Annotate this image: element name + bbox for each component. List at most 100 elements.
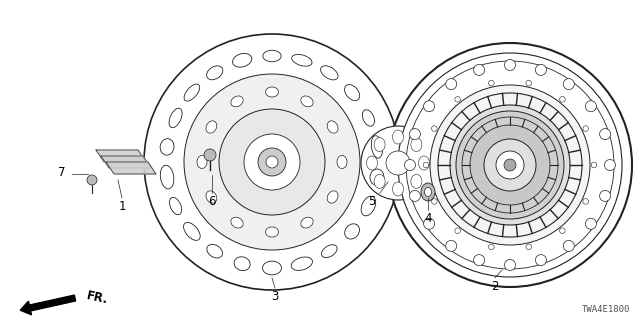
Ellipse shape xyxy=(262,261,282,275)
Ellipse shape xyxy=(207,244,223,258)
Text: 2: 2 xyxy=(492,280,499,293)
Ellipse shape xyxy=(206,191,217,203)
Ellipse shape xyxy=(398,53,622,277)
Ellipse shape xyxy=(445,79,457,90)
Ellipse shape xyxy=(301,96,313,107)
Ellipse shape xyxy=(345,224,360,239)
Ellipse shape xyxy=(184,74,360,250)
Ellipse shape xyxy=(160,165,174,189)
Ellipse shape xyxy=(421,183,435,201)
Ellipse shape xyxy=(600,190,611,201)
Polygon shape xyxy=(96,150,146,162)
Ellipse shape xyxy=(266,87,278,97)
Ellipse shape xyxy=(474,255,484,266)
Ellipse shape xyxy=(219,109,325,215)
Text: 3: 3 xyxy=(271,290,278,303)
Ellipse shape xyxy=(456,111,564,219)
Ellipse shape xyxy=(232,53,252,67)
Ellipse shape xyxy=(231,217,243,228)
Ellipse shape xyxy=(559,228,565,234)
Text: TWA4E1800: TWA4E1800 xyxy=(582,305,630,314)
Ellipse shape xyxy=(496,151,524,179)
Ellipse shape xyxy=(411,174,422,188)
Ellipse shape xyxy=(563,79,574,90)
Ellipse shape xyxy=(455,228,460,234)
Ellipse shape xyxy=(392,182,403,196)
Ellipse shape xyxy=(583,126,589,131)
Ellipse shape xyxy=(583,199,589,204)
Ellipse shape xyxy=(327,121,338,133)
Ellipse shape xyxy=(292,54,312,66)
Text: 7: 7 xyxy=(58,165,66,179)
Ellipse shape xyxy=(386,151,410,175)
Ellipse shape xyxy=(371,136,383,158)
Polygon shape xyxy=(101,156,151,168)
Ellipse shape xyxy=(266,156,278,168)
Ellipse shape xyxy=(488,80,494,86)
Ellipse shape xyxy=(455,97,460,102)
Ellipse shape xyxy=(361,126,435,200)
Ellipse shape xyxy=(374,174,385,188)
Ellipse shape xyxy=(586,218,596,229)
Ellipse shape xyxy=(362,110,374,126)
Ellipse shape xyxy=(559,97,565,102)
Ellipse shape xyxy=(536,255,547,266)
Ellipse shape xyxy=(266,227,278,237)
Ellipse shape xyxy=(431,199,437,204)
Ellipse shape xyxy=(207,66,223,80)
Ellipse shape xyxy=(404,159,415,171)
Ellipse shape xyxy=(337,156,347,169)
Ellipse shape xyxy=(484,139,536,191)
Text: 4: 4 xyxy=(424,212,432,225)
Text: FR.: FR. xyxy=(85,289,109,307)
Ellipse shape xyxy=(231,96,243,107)
Ellipse shape xyxy=(367,156,378,170)
Ellipse shape xyxy=(291,257,312,270)
Ellipse shape xyxy=(169,108,182,128)
Ellipse shape xyxy=(410,129,420,140)
Text: 6: 6 xyxy=(208,195,216,208)
Ellipse shape xyxy=(591,162,596,168)
Text: 1: 1 xyxy=(118,200,125,213)
Ellipse shape xyxy=(388,43,632,287)
Ellipse shape xyxy=(488,244,494,250)
Ellipse shape xyxy=(470,125,550,205)
FancyArrow shape xyxy=(20,295,76,315)
Ellipse shape xyxy=(526,244,531,250)
Ellipse shape xyxy=(586,101,596,112)
Ellipse shape xyxy=(536,64,547,76)
Ellipse shape xyxy=(160,139,174,155)
Ellipse shape xyxy=(301,217,313,228)
Ellipse shape xyxy=(431,126,437,131)
Ellipse shape xyxy=(370,169,384,185)
Ellipse shape xyxy=(605,159,616,171)
Ellipse shape xyxy=(87,175,97,185)
Ellipse shape xyxy=(410,190,420,201)
Ellipse shape xyxy=(170,197,182,215)
Ellipse shape xyxy=(504,60,515,70)
Ellipse shape xyxy=(327,191,338,203)
Ellipse shape xyxy=(184,84,200,101)
Ellipse shape xyxy=(206,121,217,133)
Ellipse shape xyxy=(423,162,429,168)
Ellipse shape xyxy=(424,101,435,112)
Ellipse shape xyxy=(430,85,590,245)
Ellipse shape xyxy=(321,66,338,80)
Ellipse shape xyxy=(563,240,574,252)
Ellipse shape xyxy=(263,50,281,62)
Ellipse shape xyxy=(406,61,614,269)
Ellipse shape xyxy=(258,148,286,176)
Ellipse shape xyxy=(234,257,250,271)
Ellipse shape xyxy=(197,156,207,169)
Ellipse shape xyxy=(374,138,385,152)
Ellipse shape xyxy=(450,105,570,225)
Ellipse shape xyxy=(392,130,403,144)
Ellipse shape xyxy=(504,260,515,270)
Ellipse shape xyxy=(244,134,300,190)
Ellipse shape xyxy=(474,64,484,76)
Ellipse shape xyxy=(424,218,435,229)
Ellipse shape xyxy=(424,188,431,196)
Ellipse shape xyxy=(504,159,516,171)
Ellipse shape xyxy=(411,138,422,152)
Ellipse shape xyxy=(361,196,376,216)
